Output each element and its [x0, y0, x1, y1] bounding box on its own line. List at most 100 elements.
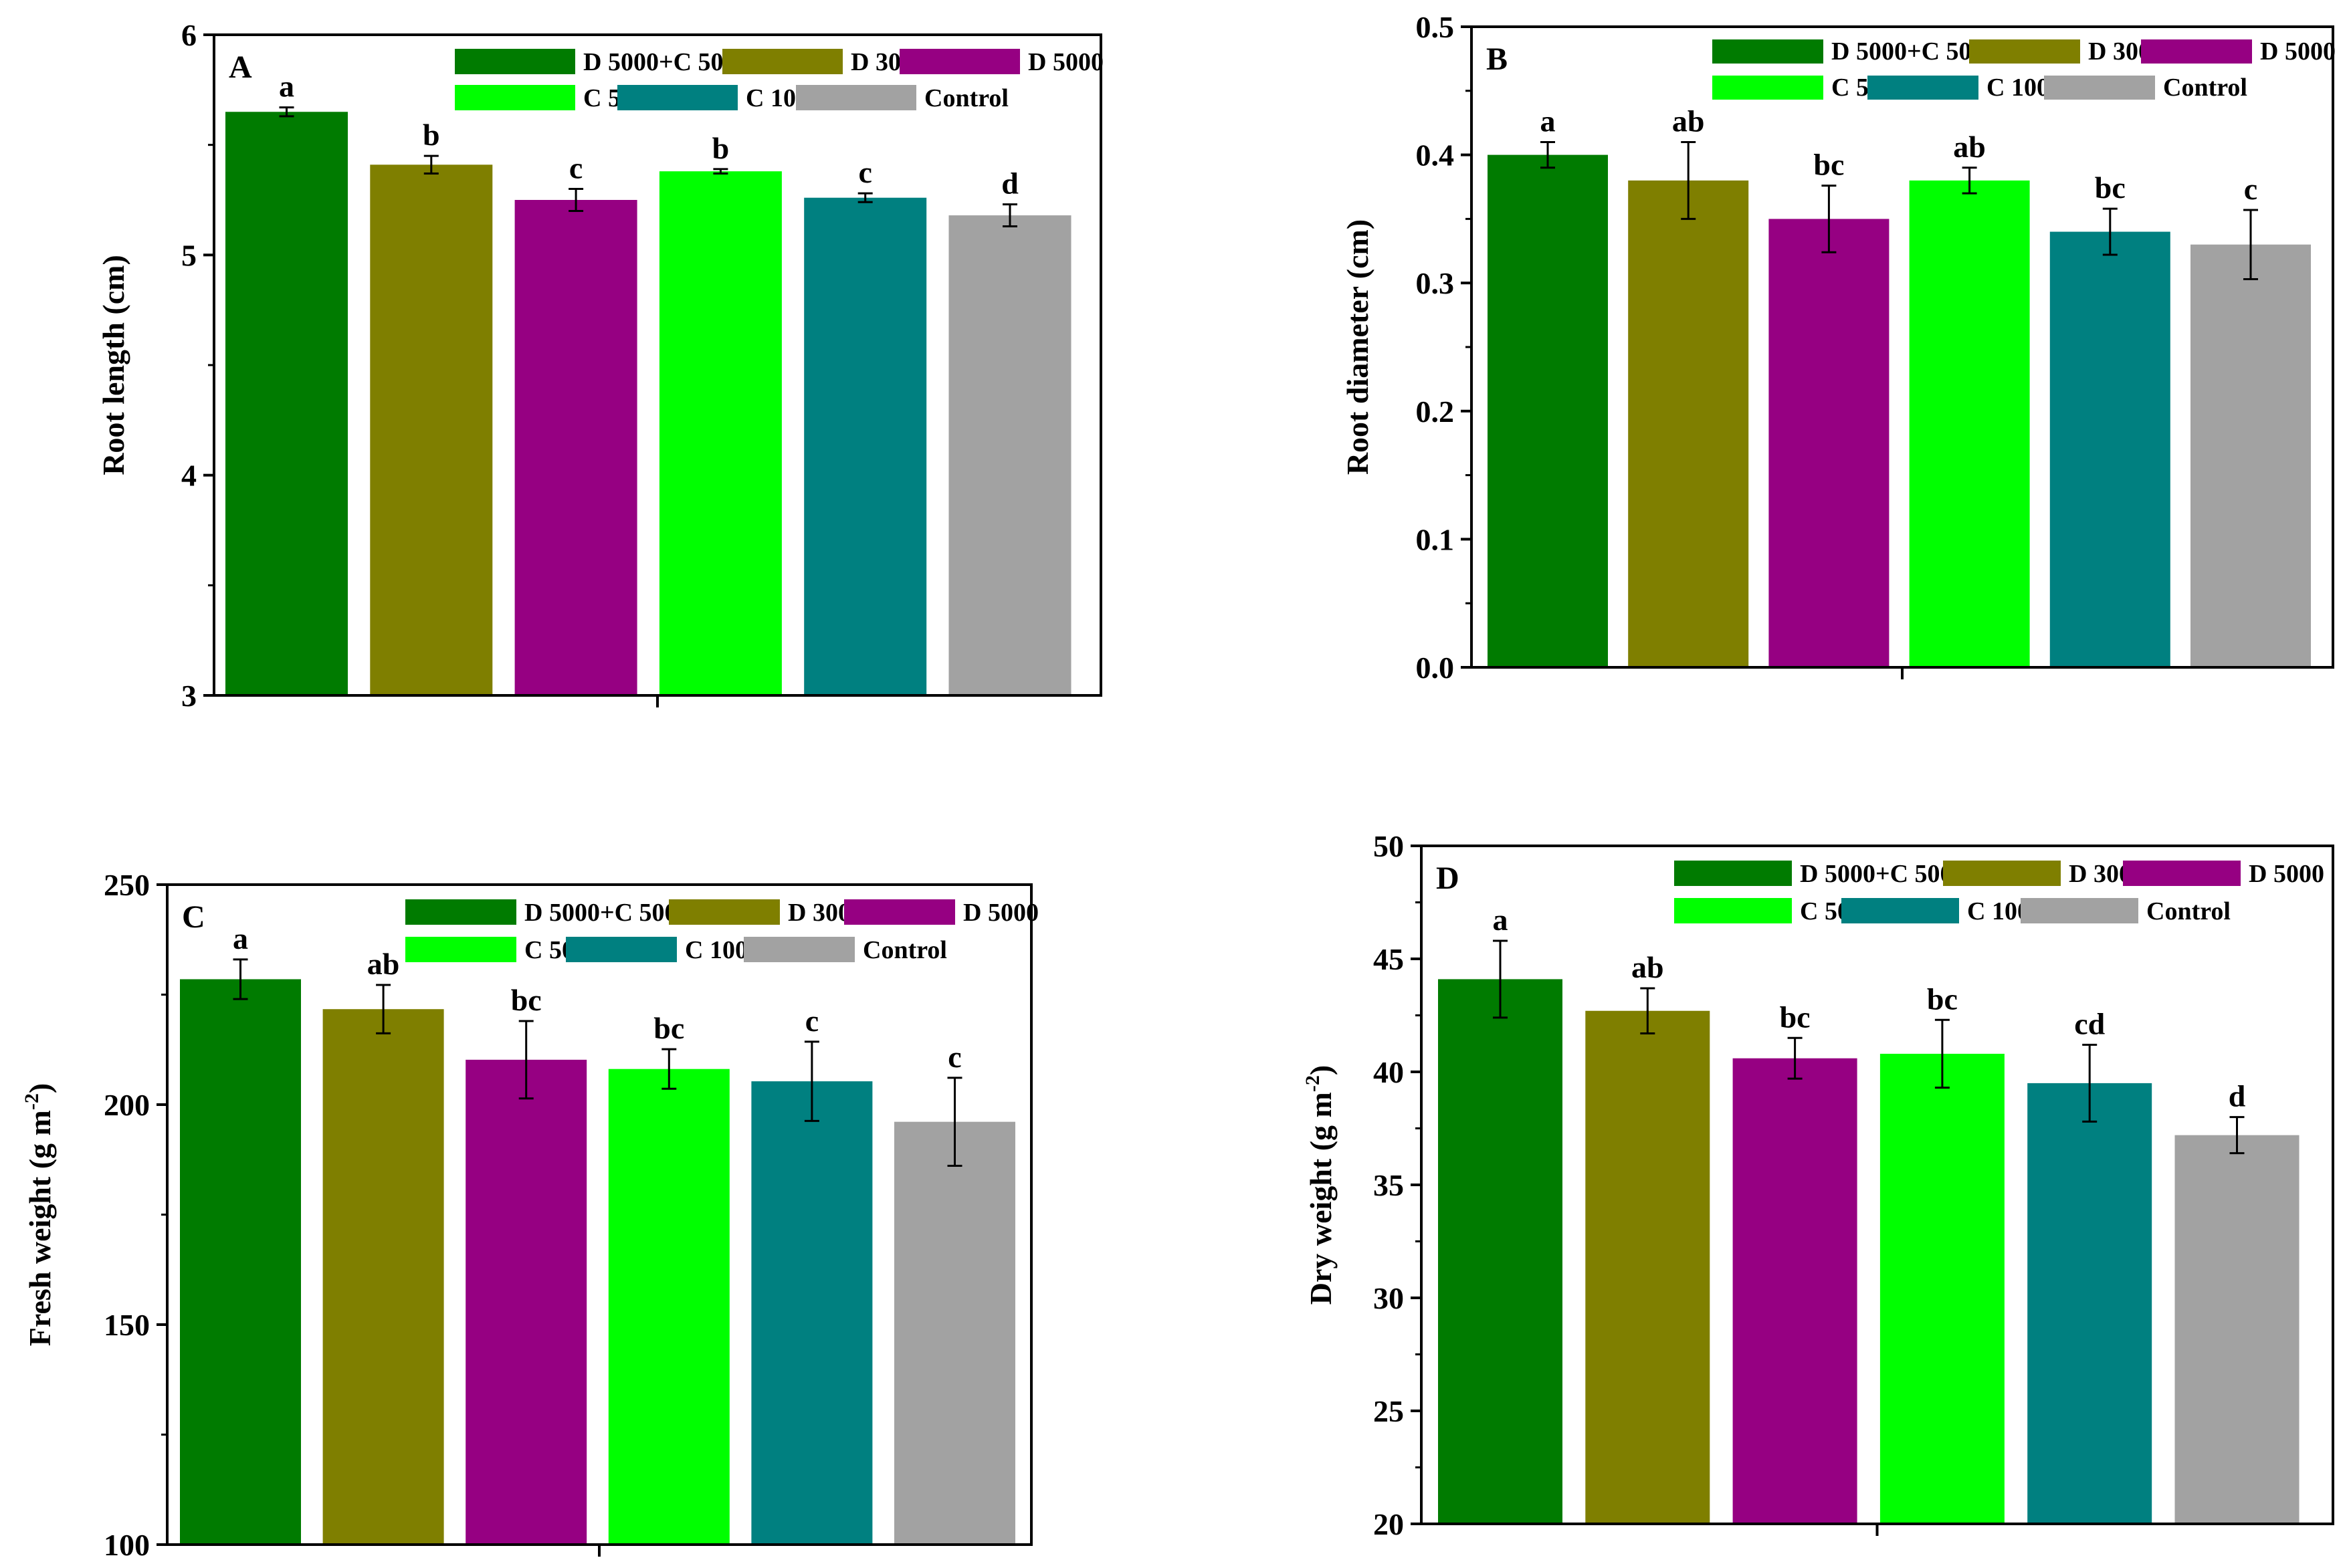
legend-swatch [1867, 76, 1978, 100]
legend-swatch [796, 85, 916, 110]
legend-swatch [2141, 39, 2252, 64]
legend-label: D 5000+C 500 [583, 48, 736, 76]
y-tick-label: 250 [104, 868, 150, 902]
y-axis-label-superscript: -2 [1302, 1075, 1324, 1092]
significance-label: bc [511, 983, 542, 1017]
legend-label: Control [863, 936, 947, 964]
significance-label: c [805, 1004, 819, 1038]
bar [322, 1009, 444, 1545]
significance-label: bc [1927, 982, 1958, 1016]
significance-label: a [279, 70, 294, 104]
legend-label: D 5000 [1028, 48, 1104, 76]
legend-label: D 5000+C 500 [1831, 37, 1984, 66]
y-axis-label: Dry weight (g m-2) [1302, 1065, 1338, 1305]
legend-label: D 5000+C 500 [1800, 860, 1953, 888]
bar [1585, 1010, 1710, 1524]
y-tick-label: 5 [181, 238, 197, 272]
significance-label: c [858, 155, 872, 189]
legend-swatch [2021, 898, 2138, 923]
bar [2049, 231, 2170, 667]
significance-label: ab [1672, 104, 1705, 138]
legend-swatch [900, 49, 1020, 74]
legend-swatch [1969, 39, 2080, 64]
y-axis-label: Root diameter (cm) [1340, 219, 1374, 475]
significance-label: c [948, 1040, 961, 1074]
significance-label: bc [1780, 1000, 1811, 1034]
legend-label: D 5000 [2249, 860, 2324, 888]
bar [1879, 1053, 2005, 1524]
y-tick-label: 0.4 [1416, 138, 1455, 173]
significance-label: ab [367, 947, 400, 981]
significance-label: d [2229, 1079, 2246, 1113]
legend-label: D 5000+C 500 [524, 899, 678, 927]
y-tick-label: 150 [104, 1308, 150, 1342]
bar [2190, 244, 2311, 668]
legend-swatch [2044, 76, 2155, 100]
bar [751, 1081, 873, 1545]
significance-label: ab [1953, 130, 1986, 164]
legend-swatch [617, 85, 738, 110]
significance-label: c [2244, 172, 2257, 206]
legend-swatch [405, 937, 516, 962]
y-tick-label: 3 [181, 679, 197, 713]
legend-swatch [2123, 861, 2241, 886]
y-tick-label: 200 [104, 1088, 150, 1122]
bar [180, 979, 301, 1545]
legend-swatch [844, 899, 955, 925]
bar [2174, 1135, 2300, 1524]
panel-D: a ab bc bc cd d 20 25 30 35 40 45 50 Dry weight (g m-… [1302, 829, 2334, 1541]
significance-label: a [1540, 104, 1556, 138]
y-tick-label: 6 [181, 18, 197, 52]
y-axis-label-text: Root length (cm) [96, 255, 130, 475]
legend-label: D 5000 [2260, 37, 2336, 66]
bar [1438, 979, 1562, 1524]
y-tick-label: 0.1 [1416, 522, 1455, 556]
legend-swatch [1712, 39, 1823, 64]
significance-label: a [233, 921, 248, 956]
legend-swatch [1841, 898, 1959, 923]
bar [1628, 180, 1749, 667]
y-axis-label-superscript: -2 [21, 1093, 43, 1110]
legend-swatch [455, 85, 575, 110]
y-tick-label: 30 [1373, 1281, 1404, 1315]
y-tick-label: 35 [1373, 1168, 1404, 1202]
legend-swatch [669, 899, 780, 925]
legend-swatch [1674, 898, 1792, 923]
significance-label: b [712, 131, 730, 165]
panel-label: A [229, 49, 252, 85]
panel-B: a ab bc ab bc c 0.0 0.1 0.2 0.3 0.4 0.5 Root diamete… [1340, 10, 2336, 685]
bar [804, 197, 927, 695]
panel-label: B [1486, 41, 1508, 77]
legend-swatch [722, 49, 843, 74]
significance-label: bc [2095, 171, 2126, 205]
significance-label: bc [1813, 148, 1844, 182]
y-tick-label: 25 [1373, 1394, 1404, 1428]
bar [1488, 154, 1608, 668]
legend-label: D 5000 [963, 899, 1039, 927]
legend-label: Control [2146, 897, 2231, 925]
bar [1768, 219, 1890, 667]
legend-label: Control [924, 84, 1009, 112]
y-axis-label-text: Fresh weight (g m [23, 1110, 57, 1346]
significance-label: c [569, 151, 583, 185]
y-tick-label: 40 [1373, 1055, 1404, 1089]
legend-swatch [1674, 861, 1792, 886]
legend-swatch [455, 49, 575, 74]
bar [2027, 1083, 2152, 1524]
significance-label: ab [1631, 950, 1664, 984]
significance-label: a [1493, 903, 1508, 937]
legend-swatch [1943, 861, 2061, 886]
significance-label: b [423, 118, 440, 152]
y-axis-label-end: ) [1304, 1065, 1338, 1075]
bar [466, 1059, 587, 1545]
y-tick-label: 0.0 [1416, 651, 1455, 685]
bar [948, 215, 1072, 695]
legend-label: Control [2163, 74, 2247, 102]
bar [1732, 1058, 1857, 1524]
